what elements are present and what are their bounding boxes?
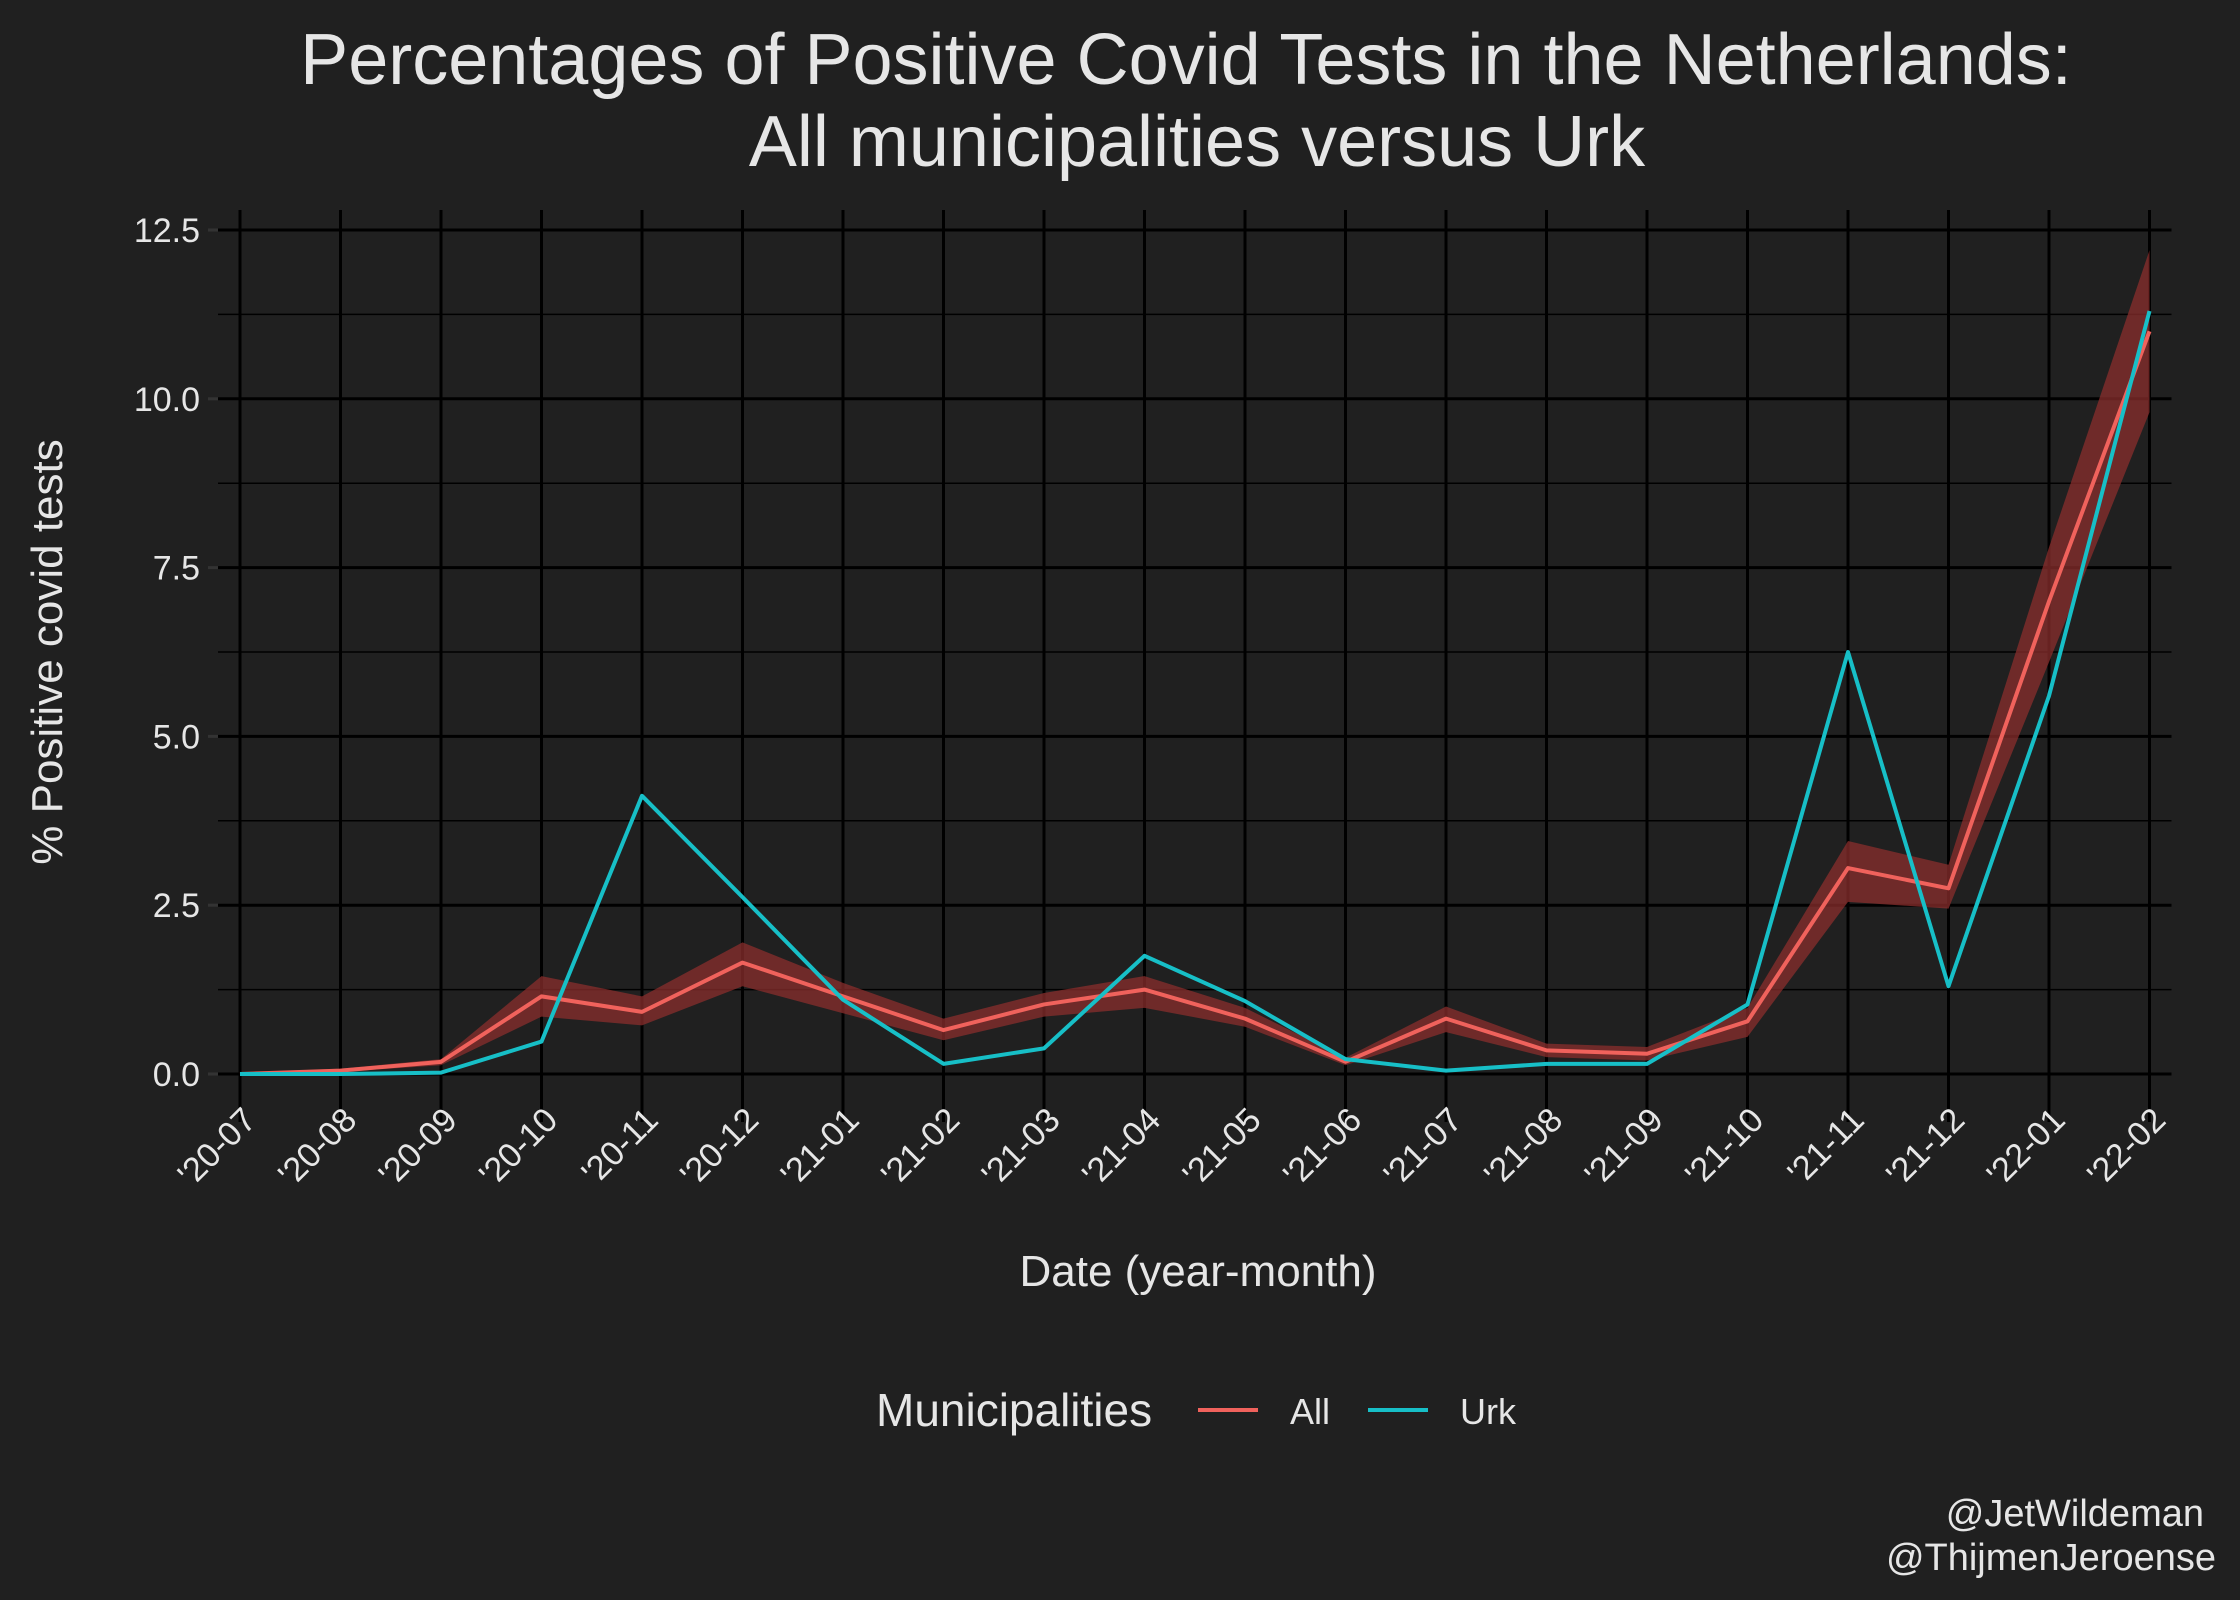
y-tick-label: 7.5 <box>153 550 200 588</box>
credit-line-1: @JetWildeman <box>1946 1493 2204 1535</box>
y-tick-label: 2.5 <box>153 887 200 925</box>
credit-line-2: @ThijmenJeroense <box>1886 1537 2216 1579</box>
y-tick-label: 12.5 <box>134 212 200 250</box>
x-axis-title: Date (year-month) <box>1019 1247 1376 1296</box>
y-axis-title: % Positive covid tests <box>23 439 72 865</box>
series-lines <box>239 310 2152 1076</box>
y-tick-labels: 0.0 2.5 5.0 7.5 10.0 12.5 <box>134 212 218 1094</box>
series-line-urk <box>240 310 2152 1076</box>
legend-title: Municipalities <box>876 1384 1152 1436</box>
legend-label-urk: Urk <box>1460 1391 1517 1432</box>
legend-label-all: All <box>1290 1391 1330 1432</box>
y-tick-label: 10.0 <box>134 381 200 419</box>
legend: Municipalities All Urk <box>876 1384 1517 1436</box>
chart-title-line-1: Percentages of Positive Covid Tests in t… <box>300 20 2072 100</box>
y-tick-label: 5.0 <box>153 718 200 756</box>
y-tick-label: 0.0 <box>153 1056 200 1094</box>
chart-title-line-2: All municipalities versus Urk <box>749 102 1646 182</box>
grid <box>218 210 2172 1122</box>
